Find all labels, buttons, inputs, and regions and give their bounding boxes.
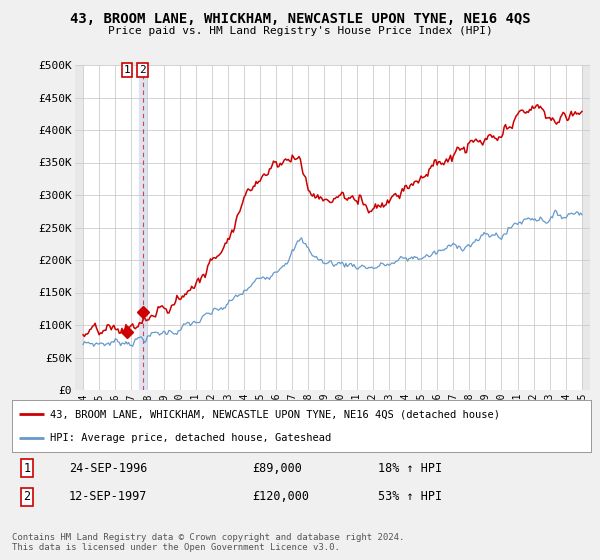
Bar xyxy=(75,65,83,390)
Text: 18% ↑ HPI: 18% ↑ HPI xyxy=(378,461,442,474)
Text: £120,000: £120,000 xyxy=(252,491,309,503)
Text: 43, BROOM LANE, WHICKHAM, NEWCASTLE UPON TYNE, NE16 4QS (detached house): 43, BROOM LANE, WHICKHAM, NEWCASTLE UPON… xyxy=(50,409,500,419)
Text: 43, BROOM LANE, WHICKHAM, NEWCASTLE UPON TYNE, NE16 4QS: 43, BROOM LANE, WHICKHAM, NEWCASTLE UPON… xyxy=(70,12,530,26)
Text: Contains HM Land Registry data © Crown copyright and database right 2024.
This d: Contains HM Land Registry data © Crown c… xyxy=(12,533,404,552)
Text: £89,000: £89,000 xyxy=(252,461,302,474)
Text: 24-SEP-1996: 24-SEP-1996 xyxy=(69,461,148,474)
Text: Price paid vs. HM Land Registry's House Price Index (HPI): Price paid vs. HM Land Registry's House … xyxy=(107,26,493,36)
Text: HPI: Average price, detached house, Gateshead: HPI: Average price, detached house, Gate… xyxy=(50,433,331,443)
Bar xyxy=(582,65,590,390)
Text: 12-SEP-1997: 12-SEP-1997 xyxy=(69,491,148,503)
Text: 2: 2 xyxy=(139,65,146,75)
Text: 1: 1 xyxy=(124,65,130,75)
Text: 53% ↑ HPI: 53% ↑ HPI xyxy=(378,491,442,503)
Text: 2: 2 xyxy=(23,491,31,503)
Text: 1: 1 xyxy=(23,461,31,474)
